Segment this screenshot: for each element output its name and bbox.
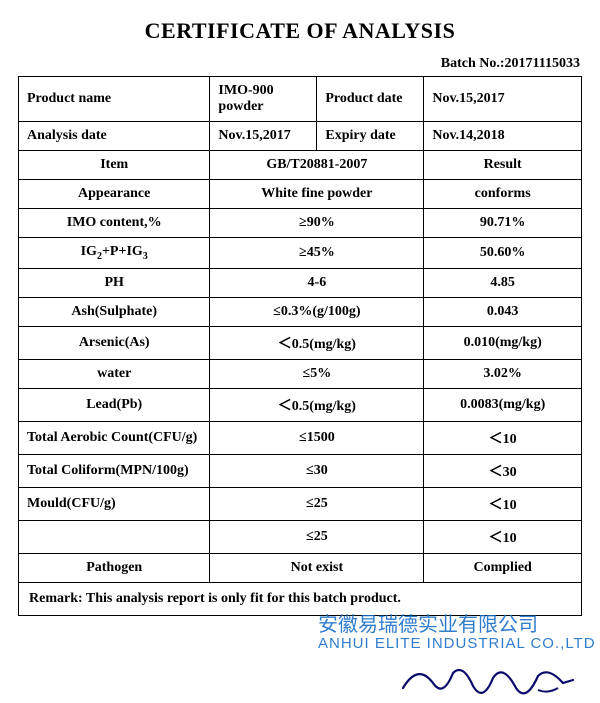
header-row-2: Analysis date Nov.15,2017 Expiry date No… [19, 122, 582, 151]
table-row: PathogenNot existComplied [19, 553, 582, 582]
table-row: Total Coliform(MPN/100g)≤30＜30 [19, 454, 582, 487]
cell-item: Total Aerobic Count(CFU/g) [19, 421, 210, 454]
signature-icon [398, 658, 578, 703]
expiry-date-label: Expiry date [317, 122, 424, 151]
expiry-date: Nov.14,2018 [424, 122, 582, 151]
cell-spec: ≤0.3%(g/100g) [210, 297, 424, 326]
batch-line: Batch No.:20171115033 [18, 56, 580, 72]
batch-no: 20171115033 [505, 56, 580, 71]
col-result: Result [424, 151, 582, 180]
cell-result: 4.85 [424, 268, 582, 297]
cell-result: ＜10 [424, 520, 582, 553]
cell-result: ＜30 [424, 454, 582, 487]
cell-item: IG2+P+IG3 [19, 238, 210, 269]
header-row-1: Product name IMO-900 powder Product date… [19, 77, 582, 122]
table-row: AppearanceWhite fine powderconforms [19, 180, 582, 209]
cell-item: Appearance [19, 180, 210, 209]
cell-result: 50.60% [424, 238, 582, 269]
product-date-label: Product date [317, 77, 424, 122]
cell-spec: White fine powder [210, 180, 424, 209]
table-row: ≤25＜10 [19, 520, 582, 553]
cell-spec: ≥90% [210, 209, 424, 238]
table-row: Mould(CFU/g)≤25＜10 [19, 487, 582, 520]
cell-item: IMO content,% [19, 209, 210, 238]
watermark-en: ANHUI ELITE INDUSTRIAL CO.,LTD [318, 635, 596, 652]
cell-spec: ≤25 [210, 520, 424, 553]
cell-result: 0.0083(mg/kg) [424, 388, 582, 421]
cell-result: 90.71% [424, 209, 582, 238]
product-name: IMO-900 powder [210, 77, 317, 122]
watermark-cn: 安徽易瑞德实业有限公司 [318, 614, 538, 636]
table-row: IG2+P+IG3≥45%50.60% [19, 238, 582, 269]
cell-item [19, 520, 210, 553]
cell-spec: 4-6 [210, 268, 424, 297]
col-spec: GB/T20881-2007 [210, 151, 424, 180]
batch-label: Batch No.: [441, 56, 505, 71]
cell-result: 0.043 [424, 297, 582, 326]
table-row: PH4-64.85 [19, 268, 582, 297]
cell-item: Ash(Sulphate) [19, 297, 210, 326]
cell-result: 0.010(mg/kg) [424, 326, 582, 359]
cell-result: ＜10 [424, 421, 582, 454]
cell-spec: ≤5% [210, 359, 424, 388]
cell-item: Mould(CFU/g) [19, 487, 210, 520]
table-row: water≤5%3.02% [19, 359, 582, 388]
cell-spec: ≥45% [210, 238, 424, 269]
cell-spec: Not exist [210, 553, 424, 582]
column-header-row: Item GB/T20881-2007 Result [19, 151, 582, 180]
col-item: Item [19, 151, 210, 180]
cell-item: Arsenic(As) [19, 326, 210, 359]
cell-result: ＜10 [424, 487, 582, 520]
cell-result: conforms [424, 180, 582, 209]
remark-text: Remark: This analysis report is only fit… [19, 582, 582, 615]
cell-result: 3.02% [424, 359, 582, 388]
analysis-date-label: Analysis date [19, 122, 210, 151]
cell-item: Total Coliform(MPN/100g) [19, 454, 210, 487]
analysis-table: Product name IMO-900 powder Product date… [18, 76, 582, 616]
cell-spec: ≤1500 [210, 421, 424, 454]
cell-spec: ≤25 [210, 487, 424, 520]
doc-title: CERTIFICATE OF ANALYSIS [18, 18, 582, 44]
table-row: IMO content,%≥90%90.71% [19, 209, 582, 238]
cell-result: Complied [424, 553, 582, 582]
cell-spec: ＜0.5(mg/kg) [210, 388, 424, 421]
table-row: Arsenic(As)＜0.5(mg/kg)0.010(mg/kg) [19, 326, 582, 359]
remark-row: Remark: This analysis report is only fit… [19, 582, 582, 615]
cell-item: Pathogen [19, 553, 210, 582]
product-date: Nov.15,2017 [424, 77, 582, 122]
cell-spec: ≤30 [210, 454, 424, 487]
table-row: Lead(Pb)＜0.5(mg/kg)0.0083(mg/kg) [19, 388, 582, 421]
table-row: Total Aerobic Count(CFU/g)≤1500＜10 [19, 421, 582, 454]
analysis-date: Nov.15,2017 [210, 122, 317, 151]
cell-item: Lead(Pb) [19, 388, 210, 421]
cell-spec: ＜0.5(mg/kg) [210, 326, 424, 359]
table-row: Ash(Sulphate)≤0.3%(g/100g)0.043 [19, 297, 582, 326]
product-name-label: Product name [19, 77, 210, 122]
cell-item: PH [19, 268, 210, 297]
cell-item: water [19, 359, 210, 388]
